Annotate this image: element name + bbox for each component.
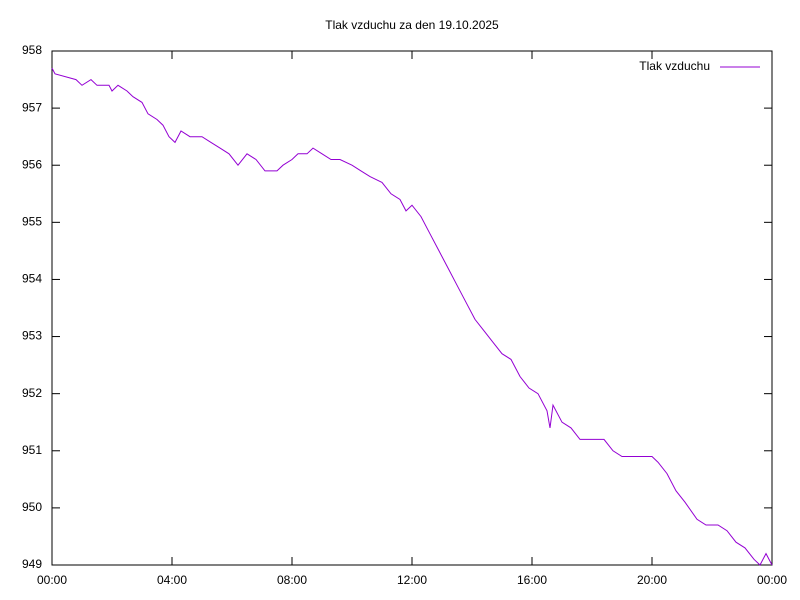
x-tick-label: 04:00 — [157, 573, 187, 587]
y-tick-label: 951 — [22, 443, 42, 457]
x-tick-label: 08:00 — [277, 573, 307, 587]
y-tick-label: 956 — [22, 157, 42, 171]
y-tick-label: 953 — [22, 329, 42, 343]
x-tick-label: 12:00 — [397, 573, 427, 587]
data-line — [51, 67, 773, 566]
y-tick-label: 949 — [22, 557, 42, 571]
x-tick-label: 00:00 — [757, 573, 787, 587]
chart-title: Tlak vzduchu za den 19.10.2025 — [325, 18, 499, 32]
x-tick-label: 20:00 — [637, 573, 667, 587]
y-tick-label: 950 — [22, 500, 42, 514]
legend-label: Tlak vzduchu — [639, 59, 710, 73]
x-tick-label: 00:00 — [37, 573, 67, 587]
y-tick-label: 952 — [22, 386, 42, 400]
x-tick-label: 16:00 — [517, 573, 547, 587]
y-tick-label: 958 — [22, 43, 42, 57]
y-tick-label: 957 — [22, 100, 42, 114]
y-tick-label: 954 — [22, 272, 42, 286]
y-tick-label: 955 — [22, 215, 42, 229]
